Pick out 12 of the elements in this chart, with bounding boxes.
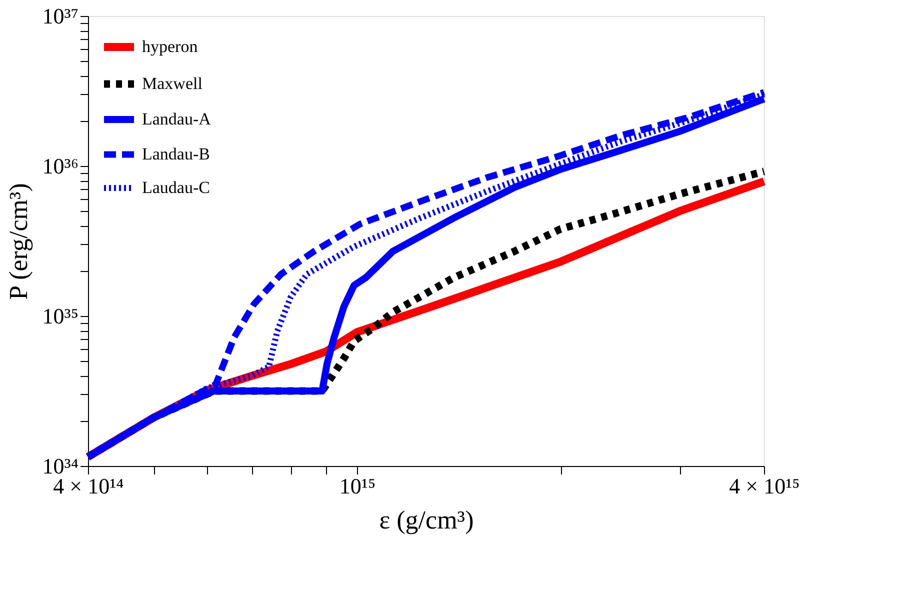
legend-label: Landau-A (142, 110, 212, 128)
y-tick-label: 10³⁶ (42, 154, 78, 178)
y-tick-label: 10³⁵ (42, 304, 78, 328)
legend-label: Landau-B (142, 144, 210, 164)
x-axis-title: ε (g/cm³) (379, 506, 474, 534)
legend-label: Maxwell (142, 74, 203, 93)
x-tick-label: 10¹⁵ (339, 474, 376, 498)
y-tick-label: 10³⁷ (42, 4, 78, 28)
legend-label: Laudau-C (142, 178, 210, 197)
x-tick-label: 4 × 10¹⁵ (729, 474, 800, 498)
y-axis-title: P (erg/cm³) (4, 183, 34, 300)
legend-label: hyperon (142, 37, 198, 56)
